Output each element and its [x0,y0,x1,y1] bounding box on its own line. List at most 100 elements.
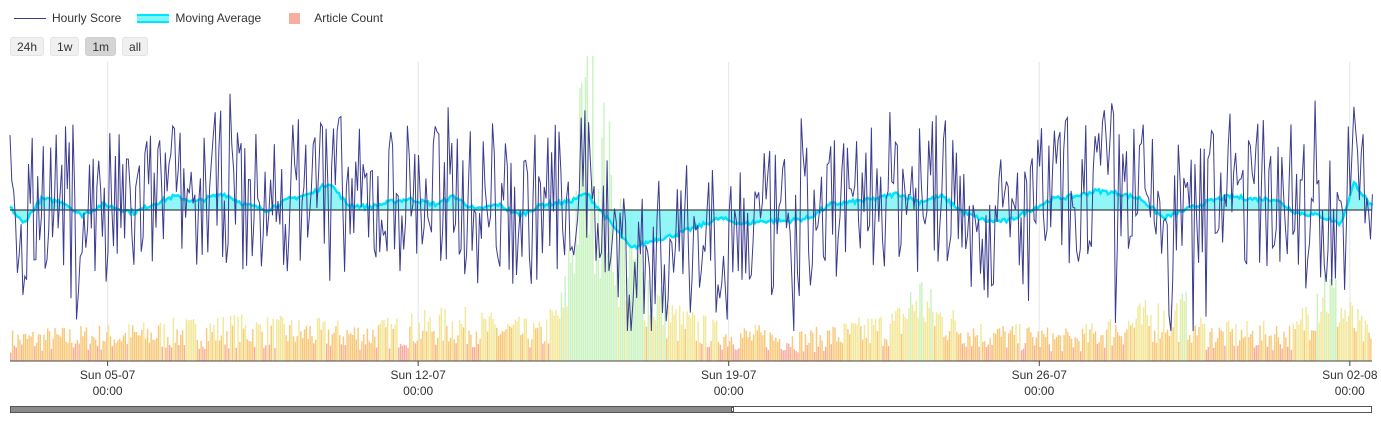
x-tick-label-time: 00:00 [1024,384,1054,396]
article-count-bar [464,306,467,361]
article-count-bar [228,348,230,361]
article-count-bar [61,327,64,361]
article-count-bar [595,246,598,361]
scrollbar-handle[interactable] [730,407,734,412]
article-count-bar [1007,333,1010,361]
article-count-bar [891,313,893,361]
article-count-bar [1059,335,1062,361]
article-count-bar [762,335,764,361]
article-count-bar [320,329,322,361]
article-count-bar [654,320,657,361]
article-count-bar [307,338,309,361]
article-count-bar [948,331,951,361]
article-count-bar [982,341,984,361]
article-count-bar [983,341,986,361]
article-count-bar [1096,343,1099,361]
article-count-bar [532,322,535,361]
article-count-bar [518,316,520,361]
article-count-bar [608,121,611,361]
article-count-bar [1288,325,1291,361]
article-count-bar [616,209,618,361]
article-count-bar [30,336,32,361]
article-count-bar [375,347,378,361]
article-count-bar [447,341,450,361]
article-count-bar [542,343,544,361]
article-count-bar [545,319,548,361]
article-count-bar [673,314,675,361]
article-count-bar [1116,331,1119,361]
x-tick-label-day: Sun 12-07 [390,368,446,382]
article-count-bar [10,352,12,361]
article-count-bar [917,317,919,361]
article-count-bar [915,300,917,361]
article-count-bar [279,315,282,361]
article-count-bar [377,325,380,361]
article-count-bar [483,318,485,361]
article-count-bar [525,318,528,361]
article-count-bar [253,346,256,361]
article-count-bar [1224,345,1226,361]
article-count-bar [98,325,101,361]
article-count-bar [24,333,27,361]
article-count-bar [1009,330,1012,361]
article-count-bar [758,325,760,361]
range-button-1m[interactable]: 1m [85,37,117,56]
legend-item-hourly-score[interactable]: Hourly Score [14,11,121,25]
article-count-bar [878,318,881,361]
article-count-bars [10,56,1372,362]
article-count-bar [1133,327,1136,361]
article-count-bar [904,317,906,361]
article-count-bar [839,341,842,361]
range-button-24h[interactable]: 24h [10,37,45,56]
moving-average-line [9,180,1374,251]
article-count-bar [934,326,936,361]
article-count-bar [632,260,635,361]
article-count-bar [1126,329,1128,361]
article-count-bar [152,339,154,361]
article-count-bar [577,244,579,361]
article-count-bar [1259,325,1261,361]
article-count-bar [1015,324,1017,361]
article-count-bar [1359,320,1361,361]
article-count-bar [50,348,53,361]
article-count-bar [566,306,568,361]
article-count-bar [1299,319,1302,361]
article-count-bar [749,331,751,361]
article-count-bar [1161,332,1163,361]
article-count-bar [662,325,664,361]
article-count-bar [858,317,860,361]
article-count-bar [776,341,779,361]
article-count-bar [17,334,19,361]
article-count-bar [850,322,853,361]
article-count-bar [723,336,725,361]
navigator-scrollbar[interactable] [10,406,1372,413]
article-count-bar [1274,334,1276,361]
article-count-bar [1091,323,1093,361]
range-button-all[interactable]: all [122,37,149,56]
article-count-bar [714,322,716,361]
article-count-bar [95,339,97,361]
legend-item-moving-average[interactable]: Moving Average [137,11,261,25]
article-count-bar [937,314,940,361]
article-count-bar [830,344,832,361]
article-count-bar [845,323,847,361]
article-count-bar [575,190,577,361]
article-count-bar [824,346,827,361]
article-count-bar [229,315,232,361]
article-count-bar [922,317,925,361]
article-count-bar [390,323,393,361]
article-count-bar [338,335,341,361]
range-button-1w[interactable]: 1w [50,37,80,56]
article-count-bar [78,343,80,361]
article-count-bar [361,341,363,361]
article-count-bar [496,327,498,361]
article-count-bar [19,339,21,361]
article-count-bar [318,318,321,361]
article-count-bar [381,320,383,361]
article-count-bar [812,332,814,361]
scrollbar-thumb[interactable] [11,407,732,412]
article-count-bar [100,349,103,361]
article-count-bar [399,344,402,361]
legend-item-article-count[interactable]: Article Count [277,11,383,25]
article-count-bar [1085,324,1088,361]
